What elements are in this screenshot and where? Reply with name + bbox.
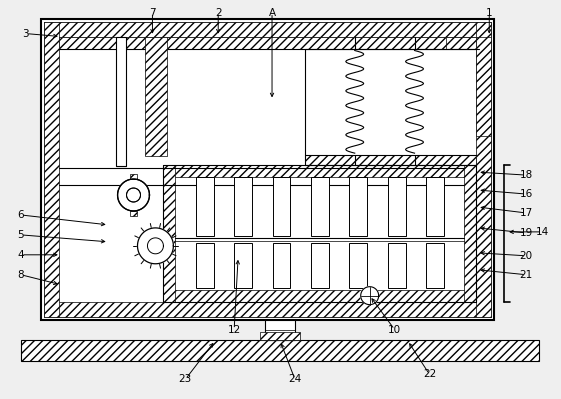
Bar <box>41 19 494 320</box>
Text: 4: 4 <box>17 250 24 260</box>
Bar <box>350 243 367 288</box>
Circle shape <box>118 179 149 211</box>
Bar <box>273 243 291 288</box>
Bar <box>273 177 291 236</box>
Bar <box>234 243 252 288</box>
Text: A: A <box>269 8 275 18</box>
Bar <box>388 177 406 236</box>
Bar <box>130 211 137 216</box>
Bar <box>465 165 476 302</box>
Bar <box>116 37 126 166</box>
Bar <box>305 155 476 165</box>
Bar <box>59 37 479 49</box>
Bar <box>163 165 476 302</box>
Bar <box>234 177 252 236</box>
Bar <box>426 243 444 288</box>
Text: 6: 6 <box>17 210 24 220</box>
Bar <box>388 243 406 288</box>
Bar <box>265 320 295 340</box>
Bar <box>447 37 476 49</box>
Text: 18: 18 <box>519 170 533 180</box>
Text: 22: 22 <box>423 369 436 379</box>
Text: 5: 5 <box>17 230 24 240</box>
Bar <box>476 22 491 316</box>
Text: 16: 16 <box>519 189 533 199</box>
Text: 7: 7 <box>149 8 156 18</box>
Text: 1: 1 <box>486 8 493 18</box>
Bar <box>196 177 214 236</box>
Bar <box>163 290 476 302</box>
Text: 2: 2 <box>215 8 222 18</box>
Text: 19: 19 <box>519 228 533 238</box>
Text: 17: 17 <box>519 208 533 218</box>
Bar <box>163 165 476 177</box>
Bar <box>260 332 300 340</box>
Bar <box>311 243 329 288</box>
Text: 10: 10 <box>388 324 401 334</box>
Bar <box>426 177 444 236</box>
Text: 8: 8 <box>17 270 24 280</box>
Bar <box>311 177 329 236</box>
Bar <box>44 22 491 37</box>
Text: 3: 3 <box>22 29 29 39</box>
Bar <box>145 37 167 156</box>
Text: 14: 14 <box>535 227 549 237</box>
Text: 20: 20 <box>519 251 533 261</box>
Bar <box>350 177 367 236</box>
Bar <box>21 340 539 361</box>
Bar <box>130 174 137 179</box>
Bar <box>476 37 491 136</box>
Bar <box>44 302 491 316</box>
Circle shape <box>137 228 173 264</box>
Text: 12: 12 <box>228 324 241 334</box>
Bar <box>44 22 59 316</box>
Bar <box>44 22 491 316</box>
Bar <box>196 243 214 288</box>
Text: 23: 23 <box>179 374 192 384</box>
Text: 21: 21 <box>519 270 533 280</box>
Text: 24: 24 <box>288 374 302 384</box>
Bar <box>163 165 176 302</box>
Circle shape <box>361 287 379 304</box>
